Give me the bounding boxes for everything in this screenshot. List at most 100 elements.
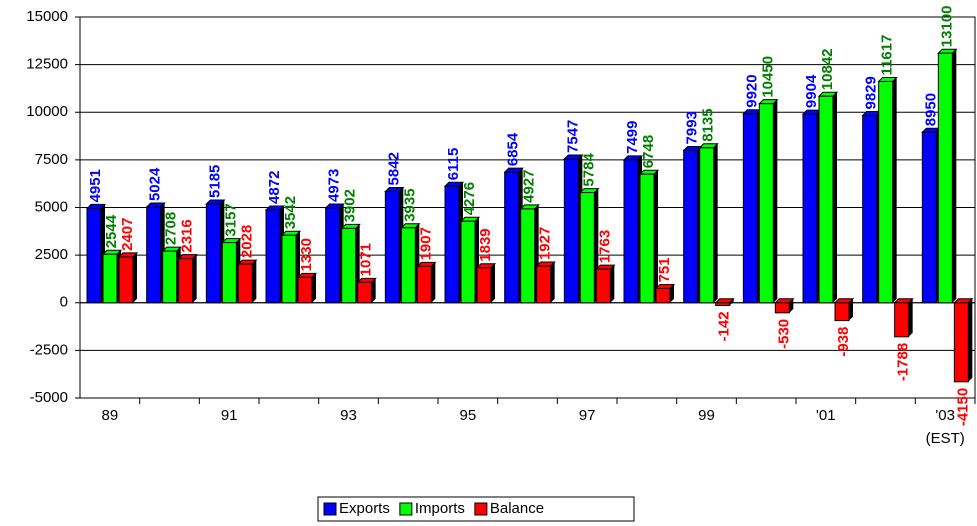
bar-side bbox=[670, 284, 674, 303]
value-label: -142 bbox=[716, 311, 733, 341]
legend: Exports Imports Balance bbox=[317, 496, 635, 522]
x-tick-label: 93 bbox=[340, 407, 357, 424]
bar bbox=[520, 208, 536, 304]
x-tick-label: 99 bbox=[698, 407, 715, 424]
bar-side bbox=[892, 77, 897, 303]
bar bbox=[639, 173, 655, 304]
legend-swatch bbox=[399, 502, 413, 516]
bar bbox=[683, 149, 699, 304]
bar bbox=[146, 206, 162, 304]
x-tick-label: '03 bbox=[935, 407, 955, 424]
value-label: 3542 bbox=[282, 196, 299, 229]
legend-label: Imports bbox=[415, 500, 465, 517]
bar-side bbox=[654, 170, 658, 303]
x-tick-label: 91 bbox=[221, 407, 238, 424]
x-tick-label: '01 bbox=[816, 407, 836, 424]
x-tick-label: 95 bbox=[459, 407, 476, 424]
y-tick-label: -5000 bbox=[30, 389, 68, 406]
y-tick-label: 12500 bbox=[26, 56, 68, 73]
bar bbox=[205, 203, 221, 304]
value-label: 4973 bbox=[326, 169, 343, 202]
value-label: 3935 bbox=[401, 188, 418, 221]
value-label: 10842 bbox=[819, 48, 836, 90]
bar-side bbox=[550, 262, 555, 303]
value-label: 2407 bbox=[119, 218, 136, 251]
value-label: 3902 bbox=[342, 189, 359, 222]
bar-top bbox=[356, 277, 377, 283]
bar-top bbox=[145, 202, 166, 208]
bar-side bbox=[952, 49, 957, 303]
bar bbox=[504, 171, 520, 304]
value-label: 13100 bbox=[938, 5, 955, 47]
bar bbox=[937, 52, 953, 304]
value-label: 4927 bbox=[521, 170, 538, 203]
bar-side bbox=[849, 298, 853, 321]
bar bbox=[162, 250, 178, 304]
value-label: 11617 bbox=[879, 35, 896, 76]
bar-top bbox=[296, 272, 318, 278]
bar bbox=[758, 103, 774, 304]
value-label: 8135 bbox=[700, 108, 717, 141]
bar bbox=[281, 234, 297, 304]
bar bbox=[357, 281, 373, 304]
value-label: 1763 bbox=[596, 230, 613, 263]
value-label: 10450 bbox=[759, 56, 776, 98]
y-tick-label: 15000 bbox=[26, 8, 68, 25]
bar-top bbox=[682, 145, 703, 151]
legend-swatch bbox=[323, 502, 337, 516]
value-label: 8950 bbox=[922, 93, 939, 126]
bar bbox=[297, 276, 313, 304]
value-label: 6748 bbox=[640, 135, 657, 168]
bar-top bbox=[921, 127, 942, 133]
bar bbox=[118, 256, 134, 304]
bar-top bbox=[595, 264, 616, 270]
value-label: 5024 bbox=[147, 167, 164, 201]
bar bbox=[921, 131, 937, 304]
bar bbox=[623, 159, 639, 304]
bar bbox=[536, 265, 552, 304]
value-label: 9904 bbox=[803, 74, 820, 108]
bar bbox=[699, 147, 715, 304]
bar-top bbox=[416, 261, 437, 267]
value-label: 1071 bbox=[358, 243, 375, 276]
value-label: 4872 bbox=[266, 171, 283, 204]
bar-side bbox=[908, 298, 913, 337]
legend-swatch bbox=[474, 502, 488, 516]
bar bbox=[715, 302, 731, 306]
y-tick-label: 7500 bbox=[35, 151, 68, 168]
bar-top bbox=[579, 188, 600, 194]
bar bbox=[742, 113, 758, 304]
bar-top bbox=[833, 298, 855, 304]
value-label: 1839 bbox=[477, 228, 494, 261]
y-tick-label: -2500 bbox=[30, 341, 68, 358]
bar bbox=[102, 253, 118, 304]
y-tick-label: 5000 bbox=[35, 198, 68, 215]
bar-top bbox=[340, 223, 361, 229]
bar-top bbox=[475, 263, 497, 269]
value-label: 5185 bbox=[206, 165, 223, 198]
value-label: 2316 bbox=[179, 219, 196, 252]
bar-side bbox=[968, 298, 973, 382]
value-label: 4276 bbox=[461, 182, 478, 215]
bar bbox=[802, 113, 818, 304]
bar-top bbox=[758, 99, 779, 105]
bar bbox=[86, 207, 102, 304]
bar bbox=[325, 207, 341, 304]
bar-top bbox=[117, 252, 139, 258]
bar-side bbox=[610, 265, 615, 303]
value-label: 2544 bbox=[103, 214, 120, 248]
y-tick-label: 0 bbox=[60, 294, 68, 311]
bar bbox=[563, 158, 579, 304]
value-label: 3157 bbox=[222, 203, 239, 236]
bar-top bbox=[714, 298, 735, 304]
value-label: 9920 bbox=[743, 74, 760, 107]
x-tick-label: 97 bbox=[579, 407, 596, 424]
bar-top bbox=[877, 76, 898, 82]
bar-top bbox=[638, 169, 660, 175]
value-label: 5784 bbox=[580, 153, 597, 187]
bar-top bbox=[280, 230, 302, 236]
bar-top bbox=[459, 216, 481, 222]
value-label: 1330 bbox=[298, 238, 315, 271]
value-label: 7547 bbox=[564, 120, 581, 153]
bar-top bbox=[893, 298, 914, 304]
